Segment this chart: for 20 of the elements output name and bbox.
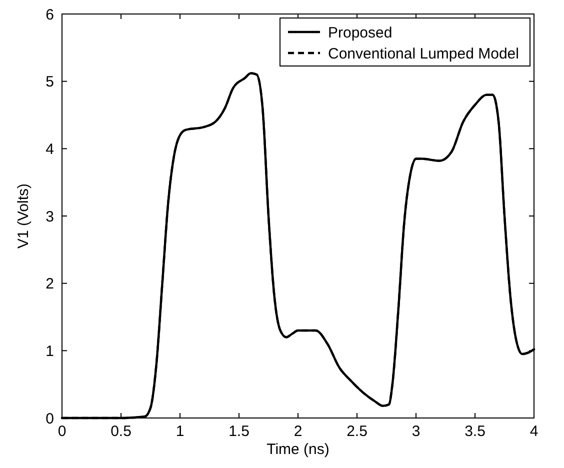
y-tick-label: 2 (46, 276, 54, 293)
y-tick-label: 0 (46, 410, 54, 428)
y-tick-label: 1 (46, 342, 54, 360)
legend-label: Conventional Lumped Model (328, 45, 519, 62)
legend-label: Proposed (328, 24, 392, 42)
x-tick-label: 0.5 (110, 423, 132, 440)
x-tick-label: 3.5 (464, 423, 486, 440)
x-tick-label: 1 (176, 423, 184, 440)
y-tick-label: 5 (46, 74, 54, 91)
x-tick-label: 0 (58, 423, 66, 440)
x-tick-label: 4 (530, 423, 538, 440)
y-axis-title: V1 (Volts) (15, 183, 32, 249)
x-tick-label: 1.5 (228, 423, 250, 440)
x-tick-label: 2.5 (346, 423, 368, 440)
y-tick-label: 4 (46, 140, 54, 158)
x-tick-label: 3 (412, 423, 420, 440)
y-tick-label: 6 (46, 6, 54, 24)
y-tick-label: 3 (46, 208, 54, 226)
x-axis-title: Time (ns) (266, 441, 330, 458)
x-tick-label: 2 (294, 423, 302, 440)
